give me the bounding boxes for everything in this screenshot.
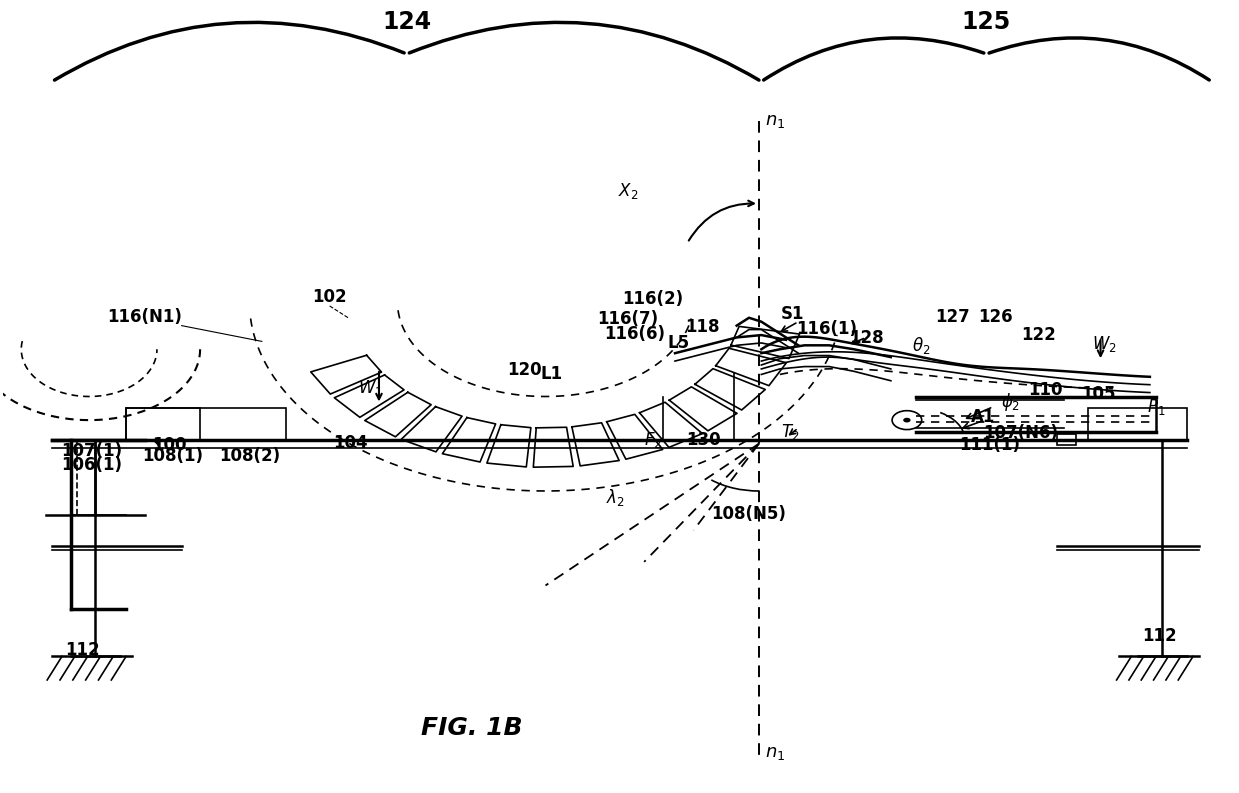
Text: $\lambda_2$: $\lambda_2$ [606, 487, 626, 508]
Text: 107(N6): 107(N6) [983, 424, 1058, 442]
Bar [1057, 434, 1075, 446]
Text: 127: 127 [935, 308, 970, 326]
Text: 120: 120 [507, 362, 541, 379]
Text: 102: 102 [312, 288, 347, 306]
Text: 124: 124 [382, 10, 431, 34]
Text: 112: 112 [66, 641, 100, 659]
Text: 108(1): 108(1) [142, 447, 203, 465]
Text: L1: L1 [540, 365, 563, 383]
Text: $W_2$: $W_2$ [1092, 335, 1116, 354]
Text: 118: 118 [685, 318, 720, 336]
Text: 104: 104 [333, 434, 368, 452]
Text: 110: 110 [1028, 381, 1062, 399]
Text: $\phi_2$: $\phi_2$ [1001, 391, 1020, 412]
Text: 105: 105 [1080, 385, 1115, 403]
Text: 126: 126 [979, 308, 1014, 326]
Text: A1: A1 [971, 408, 996, 426]
Text: 108(N5): 108(N5) [711, 504, 787, 523]
Text: $n_1$: $n_1$ [764, 744, 786, 762]
Text: 116(7): 116(7) [597, 310, 659, 328]
Text: $W_1$: $W_1$ [358, 377, 383, 397]
Bar [126, 408, 286, 440]
Circle shape [903, 418, 911, 423]
Text: 116(6): 116(6) [603, 325, 665, 343]
Text: $T_2$: $T_2$ [781, 423, 799, 442]
Text: 112: 112 [1142, 626, 1177, 645]
Text: 111(1): 111(1) [959, 436, 1020, 454]
Text: 125: 125 [961, 10, 1011, 34]
Text: 122: 122 [1021, 326, 1056, 344]
Text: 106(1): 106(1) [61, 456, 123, 473]
Text: FIG. 1B: FIG. 1B [421, 716, 522, 740]
Text: $X_2$: $X_2$ [618, 181, 638, 201]
Text: L5: L5 [668, 334, 690, 351]
Text: S1: S1 [781, 305, 804, 324]
Text: 116(2): 116(2) [622, 290, 684, 308]
Text: 100: 100 [152, 436, 187, 454]
Text: $P_1$: $P_1$ [1147, 397, 1165, 417]
Text: $n_1$: $n_1$ [764, 112, 786, 130]
Bar [126, 408, 201, 440]
Text: 116(1): 116(1) [797, 320, 857, 338]
Text: 108(2): 108(2) [219, 447, 280, 465]
Text: 128: 128 [849, 329, 883, 347]
Text: 130: 130 [686, 431, 721, 450]
Text: $\theta_2$: $\theta_2$ [912, 335, 930, 356]
Bar [1088, 408, 1187, 440]
Text: $F_2$: $F_2$ [644, 431, 662, 450]
Text: 116(N1): 116(N1) [108, 308, 182, 326]
Text: 107(1): 107(1) [61, 442, 123, 460]
